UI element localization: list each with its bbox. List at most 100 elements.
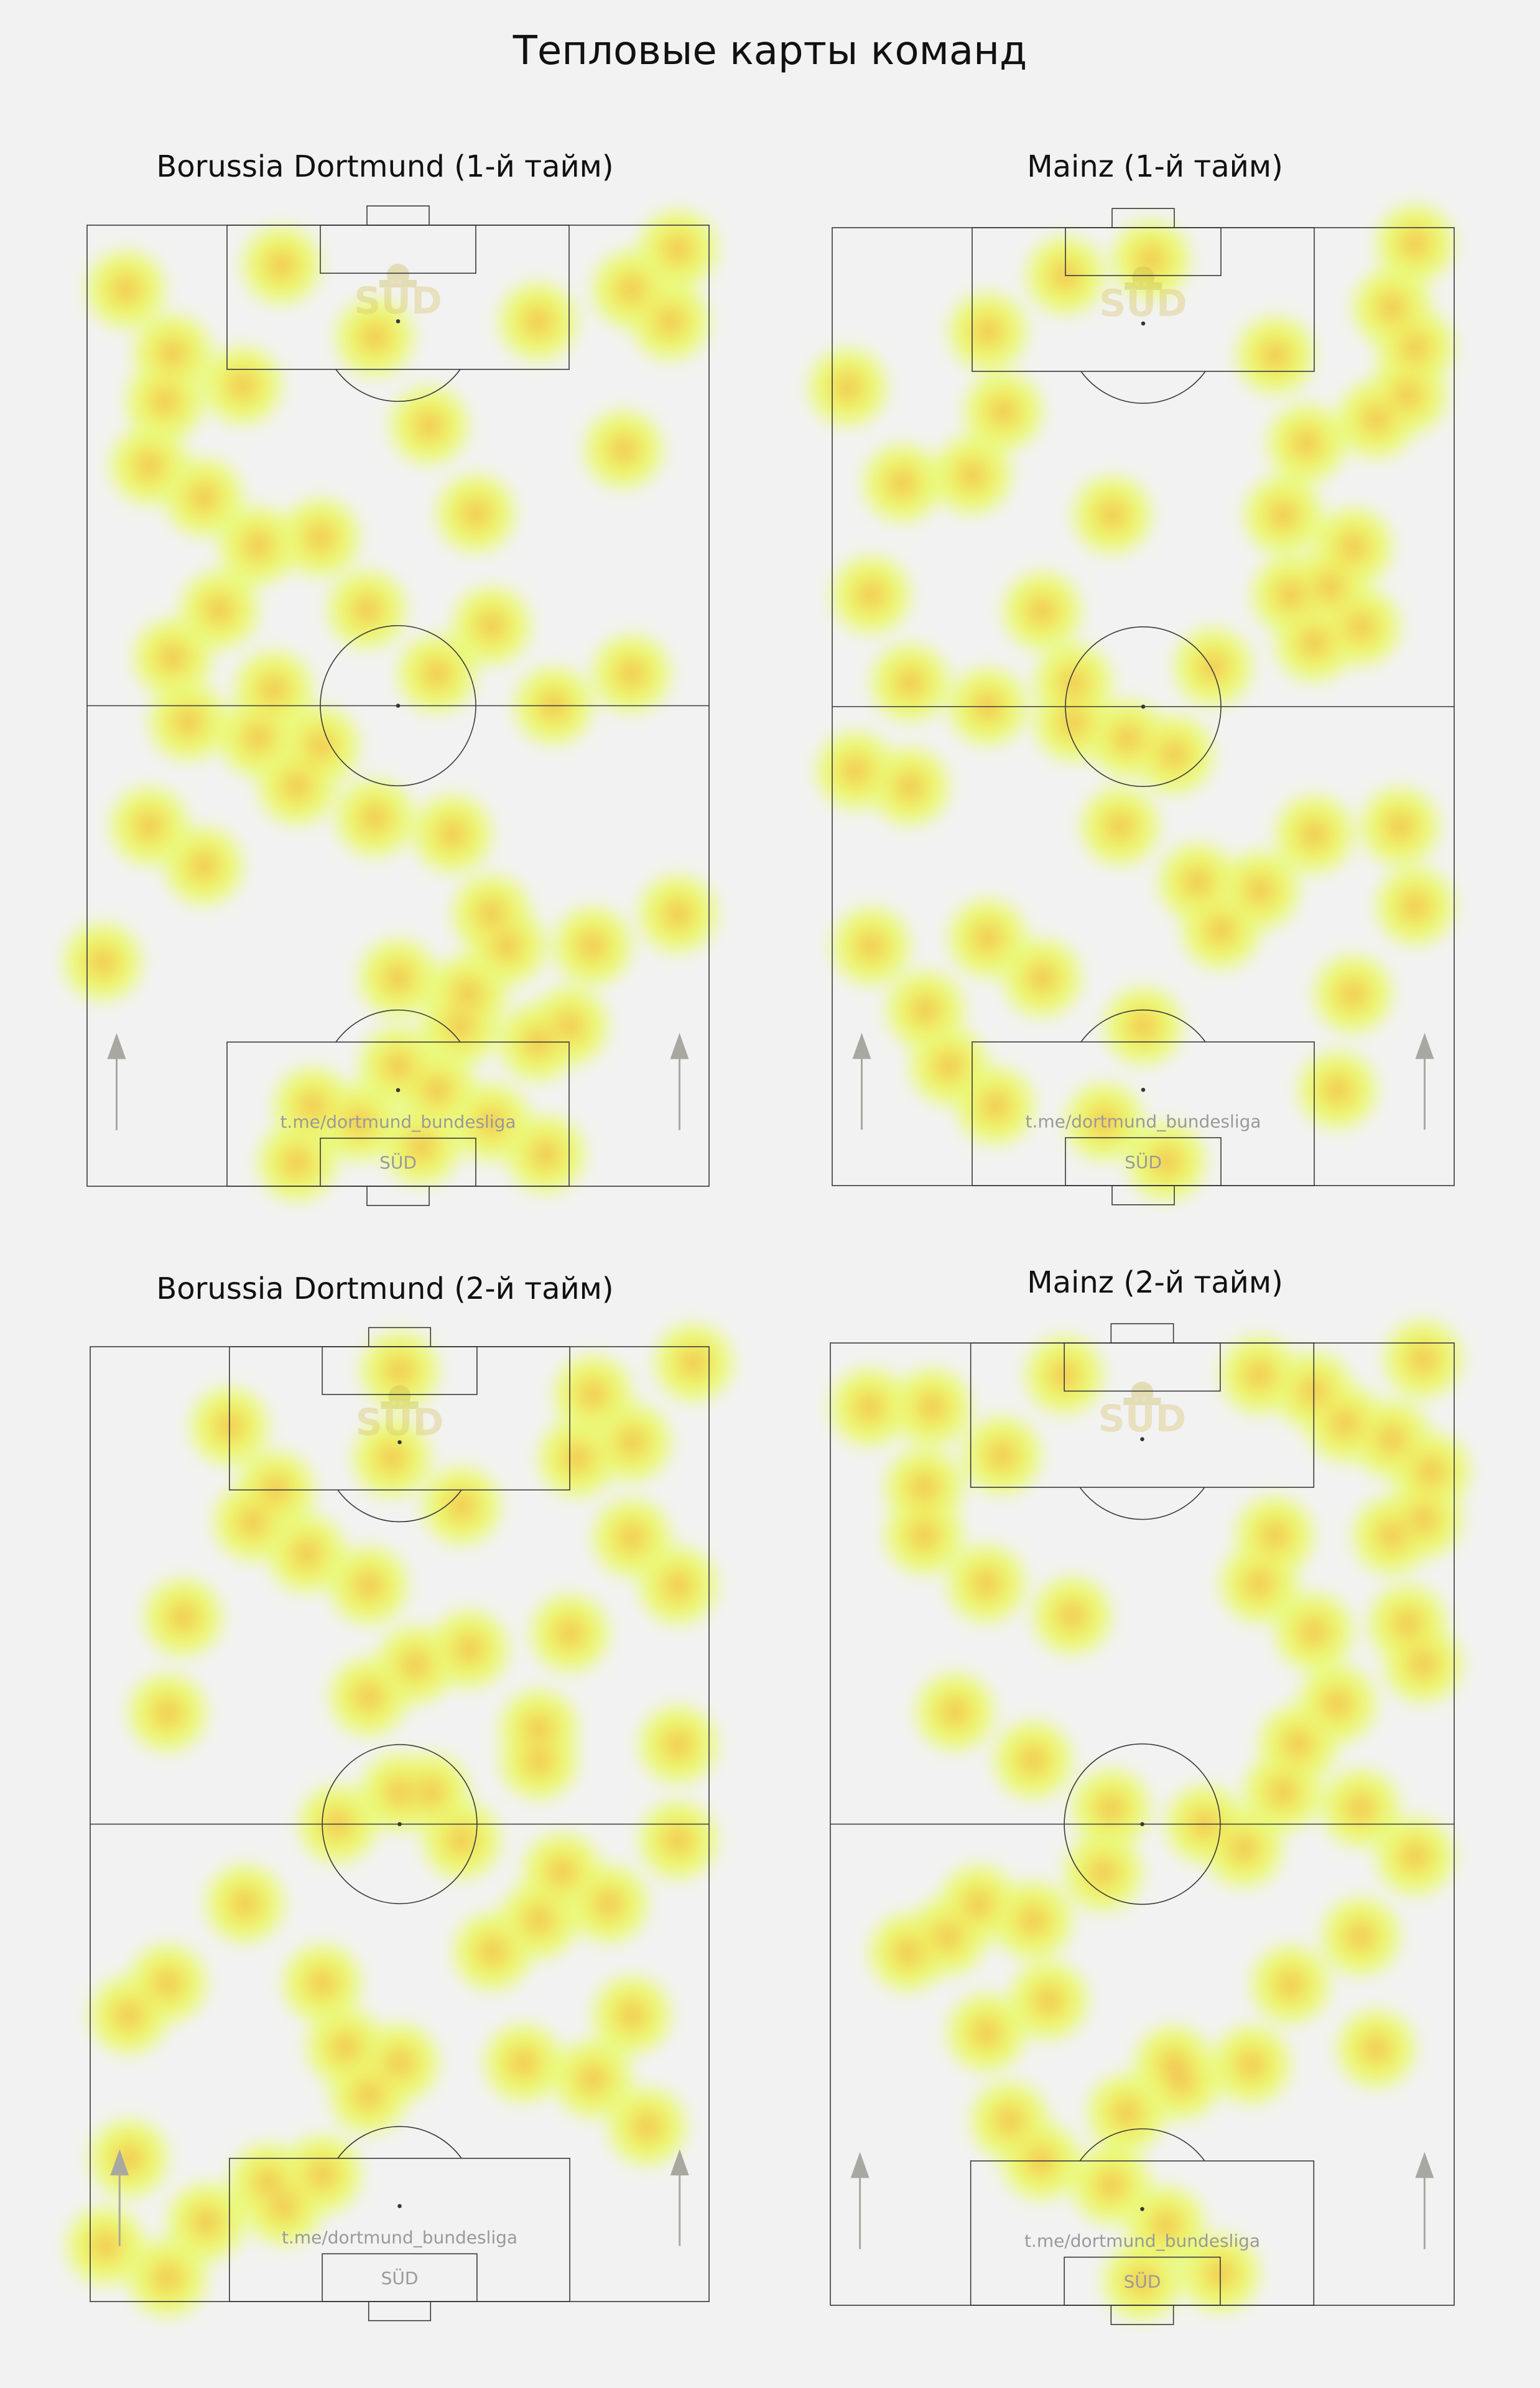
heat-level — [91, 238, 689, 1174]
heat-point — [301, 1095, 324, 1118]
heat-point — [262, 678, 285, 701]
heat-point — [1350, 615, 1372, 638]
pitch-lines — [830, 1323, 1455, 2325]
heat-point — [1404, 894, 1427, 918]
arrow-head — [670, 1033, 689, 1059]
heat-point — [465, 502, 487, 525]
heat-point — [527, 1717, 550, 1740]
pitch-heatmap: SÜD t.me/dortmund_bundesliga SÜD — [64, 205, 717, 1206]
heat-point — [1248, 879, 1271, 902]
heat-point — [550, 1861, 573, 1884]
heat-point — [937, 1054, 960, 1077]
heat-point — [1388, 815, 1411, 838]
penalty-arc-bottom — [335, 1009, 461, 1043]
heat-point — [1131, 2270, 1154, 2293]
heat-point — [172, 1605, 195, 1628]
heat-point — [1396, 384, 1419, 407]
heat-point — [425, 662, 448, 685]
heat-point — [94, 2234, 117, 2257]
arrow-head — [107, 1033, 126, 1059]
arrow-head — [850, 2152, 870, 2178]
logo-emblem — [1132, 266, 1154, 289]
logo-text: SÜD — [1098, 1396, 1187, 1441]
sud-text-watermark: SÜD — [379, 1152, 417, 1173]
heat-point — [998, 2109, 1021, 2132]
arrow-head — [110, 2149, 129, 2176]
heat-point — [1334, 1411, 1357, 1434]
heat-point — [309, 526, 332, 549]
heat-point — [138, 454, 160, 477]
heat-point — [1272, 504, 1294, 526]
heat-point — [387, 967, 409, 990]
goal-bottom — [1111, 1185, 1175, 1206]
heatmap-layer — [67, 1324, 733, 2316]
heat-point — [620, 1526, 643, 1549]
heat-point — [1186, 871, 1209, 894]
channel-link-watermark: t.me/dortmund_bundesliga — [1025, 1111, 1261, 1131]
heat-point — [1279, 1973, 1302, 1996]
sud-text-watermark: SÜD — [381, 2267, 419, 2288]
heat-point — [388, 1781, 411, 1804]
heat-point — [558, 1015, 580, 1038]
heat-point — [1162, 2053, 1185, 2076]
heat-point — [272, 2195, 295, 2218]
heat-point — [363, 806, 386, 829]
heat-point — [241, 1510, 264, 1533]
heat-point — [1163, 743, 1185, 766]
heat-point — [419, 1781, 442, 1804]
attack-direction-arrow — [670, 2149, 689, 2246]
heat-point — [309, 734, 332, 757]
heat-point — [247, 727, 269, 749]
heat-point — [441, 822, 464, 845]
heat-point — [1326, 1079, 1349, 1101]
heat-point — [1021, 1909, 1044, 1932]
arrow-head — [1415, 2152, 1434, 2178]
channel-link-watermark: t.me/dortmund_bundesliga — [280, 1112, 516, 1132]
heat-point — [559, 1622, 582, 1645]
heat-point — [976, 320, 999, 343]
pitch-lines — [90, 1327, 710, 2321]
heat-point — [1264, 344, 1287, 367]
center-circle — [322, 1744, 478, 1905]
penalty-spot-bottom — [1141, 1087, 1146, 1092]
goal-bottom — [1110, 2305, 1174, 2325]
heat-point — [270, 254, 293, 277]
goal-bottom — [366, 1186, 430, 1206]
heat-point — [975, 2021, 998, 2044]
heat-point — [1108, 815, 1131, 838]
heat-point — [388, 2051, 411, 2074]
heatmap-panel-mainz-first-half: Mainz (1-й тайм) SÜD t.me/dortmund_bundes… — [770, 0, 1540, 1206]
center-spot — [1140, 1822, 1144, 1826]
heat-point — [357, 1685, 380, 1708]
heat-point — [1342, 536, 1365, 559]
heatmap-layer — [830, 1320, 1470, 2320]
heat-point — [667, 1733, 690, 1756]
heat-point — [1349, 1925, 1372, 1948]
pitch-heatmap: SÜD t.me/dortmund_bundesliga SÜD — [809, 205, 1455, 1206]
heat-point — [388, 1359, 411, 1382]
heat-point — [480, 1111, 503, 1133]
heat-point — [667, 1574, 690, 1597]
heat-point — [161, 342, 184, 365]
heat-point — [860, 583, 883, 606]
heat-point — [582, 2067, 605, 2090]
heat-point — [208, 598, 231, 621]
heat-point — [348, 1111, 371, 1133]
heatmap-panel-bvb-second-half: Borussia Dortmund (2-й тайм) SÜD t.me/dor… — [0, 0, 770, 2321]
heat-point — [91, 950, 114, 973]
center-circle — [1064, 1743, 1221, 1905]
heat-point — [138, 814, 160, 837]
sud-logo-watermark: SÜD — [1099, 266, 1187, 325]
heat-point — [667, 238, 689, 261]
heat-point — [334, 2035, 357, 2058]
logo-bar — [379, 280, 417, 287]
penalty-arc-top — [1079, 1487, 1205, 1520]
heat-point — [450, 1829, 473, 1852]
heat-point — [914, 998, 937, 1021]
heat-point — [976, 927, 999, 950]
heat-point — [1319, 575, 1341, 598]
heat-point — [597, 1892, 620, 1915]
sud-logo-watermark: SÜD — [354, 264, 442, 323]
heat-point — [1342, 983, 1365, 1005]
arrow-head — [1415, 1033, 1434, 1059]
